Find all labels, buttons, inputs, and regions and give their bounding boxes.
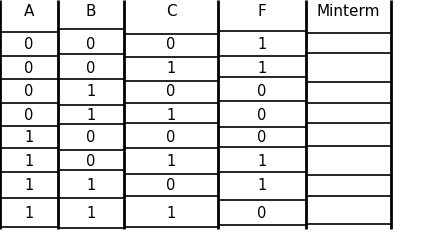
- Text: 0: 0: [257, 205, 267, 220]
- Text: 0: 0: [257, 130, 267, 145]
- Text: 0: 0: [86, 37, 96, 52]
- Text: 1: 1: [166, 153, 175, 168]
- Text: 0: 0: [166, 178, 176, 193]
- Text: C: C: [166, 4, 176, 19]
- Text: 1: 1: [87, 107, 95, 122]
- Text: 1: 1: [166, 60, 175, 76]
- Text: Minterm: Minterm: [317, 4, 381, 19]
- Text: 0: 0: [24, 37, 34, 52]
- Text: 0: 0: [166, 130, 176, 145]
- Text: 0: 0: [86, 130, 96, 145]
- Text: 0: 0: [86, 153, 96, 168]
- Text: F: F: [258, 4, 266, 19]
- Text: 1: 1: [24, 178, 33, 193]
- Text: 0: 0: [86, 60, 96, 76]
- Text: 1: 1: [87, 205, 95, 220]
- Text: 1: 1: [258, 37, 266, 52]
- Text: 1: 1: [87, 84, 95, 99]
- Text: 1: 1: [24, 153, 33, 168]
- Text: 0: 0: [24, 84, 34, 99]
- Text: 0: 0: [257, 84, 267, 99]
- Text: 0: 0: [24, 60, 34, 76]
- Text: 1: 1: [166, 107, 175, 122]
- Text: 0: 0: [24, 107, 34, 122]
- Text: 1: 1: [258, 60, 266, 76]
- Text: B: B: [86, 4, 96, 19]
- Text: 1: 1: [87, 178, 95, 193]
- Text: 0: 0: [166, 84, 176, 99]
- Text: 1: 1: [24, 130, 33, 145]
- Text: A: A: [24, 4, 34, 19]
- Text: 1: 1: [166, 205, 175, 220]
- Text: 0: 0: [166, 37, 176, 52]
- Text: 1: 1: [258, 178, 266, 193]
- Text: 1: 1: [258, 153, 266, 168]
- Text: 0: 0: [257, 107, 267, 122]
- Text: 1: 1: [24, 205, 33, 220]
